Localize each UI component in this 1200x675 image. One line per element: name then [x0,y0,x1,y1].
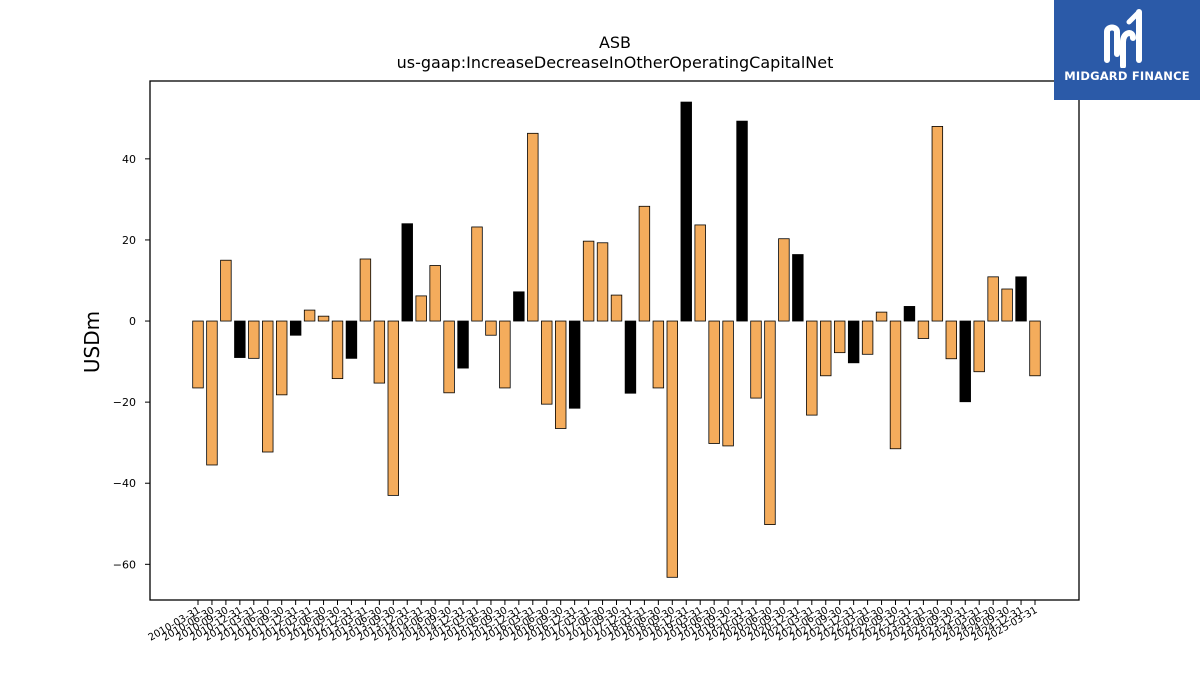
bar-2012-09-30 [331,320,344,380]
y-axis-label: USDm [80,311,104,373]
bar-2013-09-30 [387,320,400,496]
bar-2022-09-30 [889,320,902,450]
bar-2019-12-31 [736,120,748,322]
bar-2023-12-31 [959,320,971,403]
bar-2014-06-30 [429,265,441,322]
bar-2013-12-31 [401,223,413,322]
bar-2016-06-30 [541,320,553,405]
y-tick-label: 0 [129,315,136,328]
bar-2023-06-30 [931,126,944,322]
bar-2019-06-30 [708,320,720,444]
bar-2017-12-31 [624,320,637,394]
bar-2015-03-31 [471,226,483,322]
bar-2012-03-31 [303,309,316,322]
bar-2013-03-31 [359,258,372,322]
bar-2011-03-31 [248,320,260,359]
bar-2019-03-31 [694,224,706,322]
x-axis-ticks: 2010-03-312010-06-302010-09-302010-12-31… [147,600,1040,644]
bar-2015-06-30 [485,320,497,336]
bar-2024-12-31 [1015,276,1027,322]
bar-2022-03-31 [861,320,874,355]
bar-2016-12-31 [568,320,581,409]
bar-2011-06-30 [262,320,274,453]
brand-logo: MIDGARD FINANCE [1054,0,1200,100]
bar-2017-06-30 [596,242,609,322]
brand-name: MIDGARD FINANCE [1064,69,1190,83]
bar-2010-12-31 [234,320,246,358]
bar-2022-06-30 [875,311,888,322]
bar-2017-09-30 [610,294,623,322]
bar-series [192,101,1041,578]
bar-2021-03-31 [806,320,818,416]
bar-2018-06-30 [652,320,665,389]
bar-2012-12-31 [345,320,358,359]
y-tick-label: −20 [113,396,136,409]
bar-2020-06-30 [764,320,776,525]
y-tick-label: 20 [122,234,136,247]
bar-2020-09-30 [778,238,790,322]
midgard-logo-icon [1104,9,1142,68]
y-tick-label: −60 [113,558,136,571]
bar-2014-09-30 [443,320,455,394]
bar-2010-06-30 [206,320,218,466]
bar-2013-06-30 [373,320,386,384]
bar-2015-12-31 [513,291,525,322]
bar-2015-09-30 [499,320,511,389]
bar-2012-06-30 [317,315,330,322]
bar-2021-12-31 [847,320,860,364]
plot-frame [149,80,1080,601]
bar-2021-09-30 [834,320,846,354]
bar-2016-09-30 [555,320,567,429]
bar-2024-06-30 [987,276,999,322]
bar-2010-03-31 [192,320,204,389]
y-tick-label: 40 [122,153,136,166]
bar-2014-03-31 [415,295,427,322]
bar-2025-03-31 [1029,320,1041,377]
bar-2023-03-31 [917,320,930,339]
bar-2020-03-31 [750,320,762,399]
bar-2018-09-30 [666,320,679,578]
bar-2016-03-31 [527,132,539,322]
bar-2022-12-31 [903,306,916,322]
bar-2020-12-31 [792,254,804,322]
bar-2019-09-30 [722,320,734,447]
bar-2011-09-30 [275,320,288,396]
bar-2010-09-30 [220,259,232,322]
bar-2021-06-30 [820,320,832,377]
bar-2024-09-30 [1001,288,1013,322]
chart-title: ASB [599,33,631,52]
bar-2014-12-31 [457,320,469,369]
bar-2011-12-31 [289,320,302,336]
bar-2017-03-31 [582,240,595,322]
y-axis-ticks: −60 −40 −20 0 20 40 [113,153,150,571]
y-tick-label: −40 [113,477,136,490]
bar-2024-03-31 [973,320,985,373]
chart-subtitle: us-gaap:IncreaseDecreaseInOtherOperating… [397,53,834,72]
bar-2018-03-31 [638,205,651,322]
bar-2018-12-31 [680,101,692,322]
bar-2023-09-30 [945,320,958,360]
